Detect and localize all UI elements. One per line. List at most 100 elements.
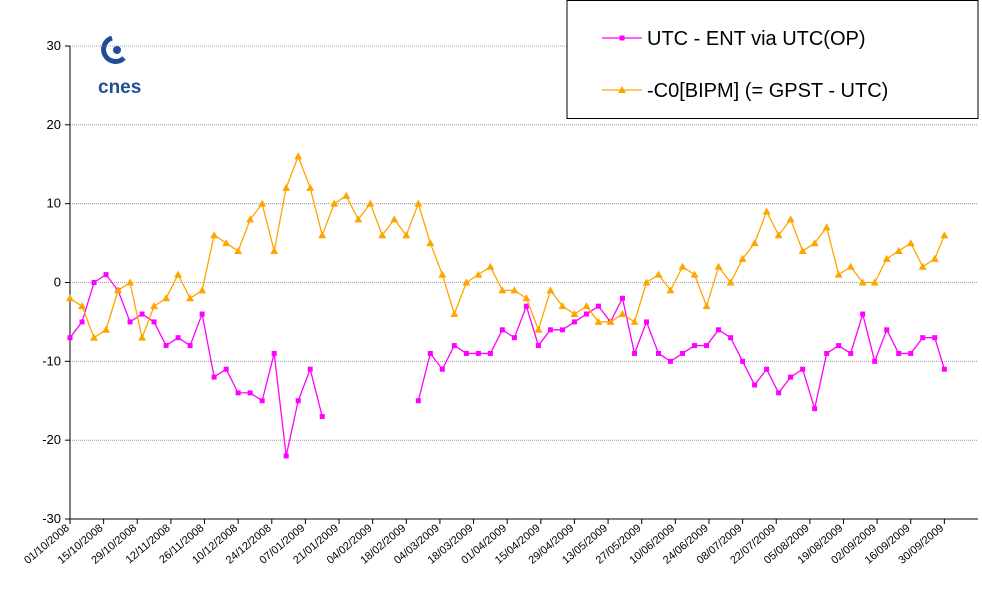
marker [690, 270, 699, 278]
marker [510, 286, 519, 294]
series [66, 152, 949, 341]
marker [187, 343, 193, 349]
marker [728, 335, 734, 341]
y-tick-label: 20 [47, 117, 61, 132]
marker [487, 350, 493, 356]
marker [439, 366, 445, 372]
marker [366, 199, 375, 207]
marker [150, 302, 159, 310]
marker [547, 327, 553, 333]
logo-arc [101, 35, 126, 64]
marker [222, 239, 231, 247]
marker [714, 262, 723, 270]
marker [595, 303, 601, 309]
marker [570, 310, 579, 318]
marker [415, 398, 421, 404]
marker [270, 246, 279, 254]
marker [234, 246, 243, 254]
marker [427, 350, 433, 356]
marker [139, 311, 145, 317]
marker [523, 303, 529, 309]
marker [67, 335, 73, 341]
marker [834, 270, 843, 278]
marker [258, 199, 267, 207]
y-tick-label: 30 [47, 38, 61, 53]
marker [127, 319, 133, 325]
marker [235, 390, 241, 396]
marker [776, 390, 782, 396]
legend-marker [618, 86, 626, 93]
marker [546, 286, 555, 294]
marker [824, 350, 830, 356]
marker [535, 343, 541, 349]
series [67, 272, 947, 459]
marker [318, 231, 327, 239]
marker [940, 231, 949, 239]
marker [174, 270, 183, 278]
marker [738, 254, 747, 262]
marker [702, 302, 711, 310]
marker [79, 319, 85, 325]
marker [594, 317, 603, 325]
marker [666, 286, 675, 294]
marker [282, 183, 291, 191]
marker [247, 390, 253, 396]
series-line [69, 273, 323, 457]
logo-text: cnes [98, 77, 141, 98]
marker [390, 215, 399, 223]
legend-label: -C0[BIPM] (= GPST - UTC) [647, 80, 888, 102]
y-tick-label: 10 [47, 196, 61, 211]
marker [330, 199, 339, 207]
marker [798, 246, 807, 254]
marker [534, 325, 543, 333]
marker [319, 414, 325, 420]
marker [211, 374, 217, 380]
marker [498, 286, 507, 294]
marker [618, 310, 627, 318]
marker [511, 335, 517, 341]
marker [631, 350, 637, 356]
marker [752, 382, 758, 388]
logo: cnes [98, 35, 141, 98]
y-tick-label: -20 [42, 432, 61, 447]
marker [474, 270, 483, 278]
marker [378, 231, 387, 239]
marker [475, 350, 481, 356]
marker [91, 280, 97, 285]
marker [606, 317, 615, 325]
marker [858, 278, 867, 286]
marker [630, 317, 639, 325]
marker [571, 319, 577, 325]
marker [918, 262, 927, 270]
marker [103, 272, 109, 278]
marker [764, 366, 770, 372]
marker [426, 239, 435, 247]
marker [114, 286, 123, 294]
marker [788, 374, 794, 380]
marker [90, 333, 99, 341]
marker [932, 335, 938, 341]
marker [462, 278, 471, 286]
marker [704, 343, 710, 349]
marker [930, 254, 939, 262]
marker [271, 350, 277, 356]
marker [66, 294, 74, 302]
marker [138, 333, 147, 341]
marker [774, 231, 783, 239]
marker [450, 310, 459, 318]
marker [402, 231, 411, 239]
marker [78, 302, 87, 310]
marker [438, 270, 447, 278]
marker [198, 286, 207, 294]
logo-dot [113, 46, 121, 54]
y-tick-label: -30 [42, 511, 61, 526]
marker [678, 262, 687, 270]
marker [810, 239, 819, 247]
marker [175, 335, 181, 341]
marker [126, 278, 135, 286]
marker [894, 246, 903, 254]
marker [872, 358, 878, 364]
marker [654, 270, 663, 278]
marker [848, 350, 854, 356]
marker [342, 191, 351, 199]
